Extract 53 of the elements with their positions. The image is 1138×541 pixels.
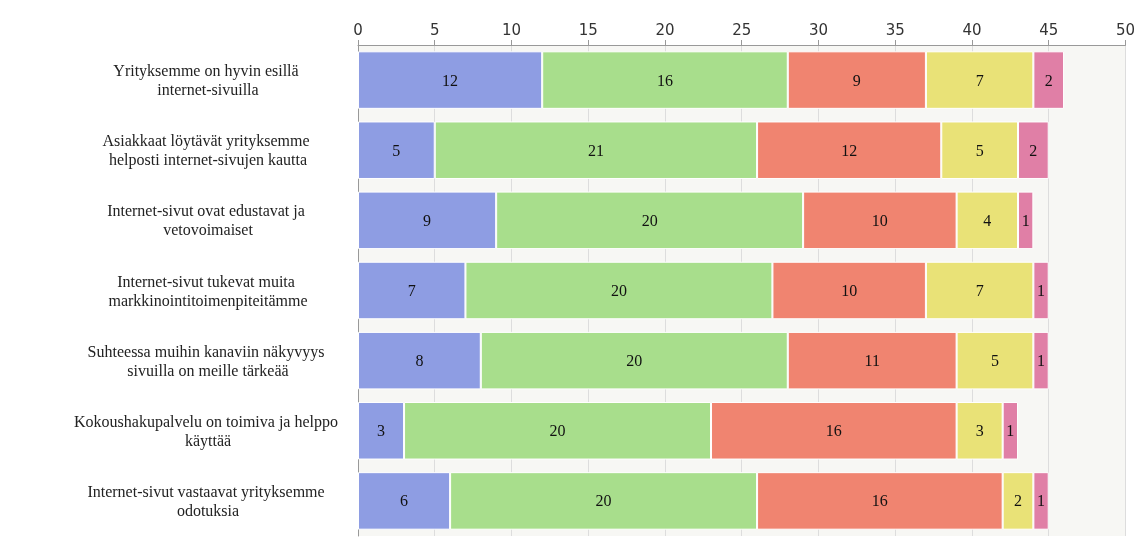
data-label: 20 bbox=[549, 422, 566, 440]
x-tick-label: 25 bbox=[732, 20, 752, 39]
data-label: 5 bbox=[975, 141, 984, 159]
data-label: 6 bbox=[400, 492, 409, 510]
data-label: 2 bbox=[1029, 141, 1038, 159]
data-label: 20 bbox=[641, 211, 658, 229]
data-label: 3 bbox=[975, 422, 984, 440]
data-label: 1 bbox=[1037, 352, 1046, 370]
y-tick-label: Asiakkaat löytävät yrityksemme helposti internet-sivujen kautta bbox=[102, 132, 314, 170]
data-label: 5 bbox=[990, 352, 999, 370]
y-tick-label: Kokoushakupalvelu on toimiva ja helppo käyttää bbox=[74, 412, 342, 450]
data-label: 20 bbox=[610, 282, 627, 299]
data-label: 7 bbox=[407, 282, 416, 299]
data-label: 2 bbox=[1014, 492, 1023, 510]
x-tick-label: 40 bbox=[962, 20, 982, 39]
data-label: 16 bbox=[825, 422, 842, 440]
x-tick-label: 5 bbox=[429, 20, 440, 39]
y-tick-label: Yrityksemme on hyvin esillä internet-sivuilla bbox=[113, 62, 303, 99]
data-label: 9 bbox=[852, 71, 861, 89]
y-tick-label: Internet-sivut vastaavat yrityksemme odotuksia bbox=[87, 482, 329, 519]
data-label: 8 bbox=[415, 352, 424, 370]
data-label: 5 bbox=[392, 141, 401, 159]
data-label: 11 bbox=[864, 352, 880, 370]
x-tick-label: 10 bbox=[501, 20, 522, 39]
data-label: 12 bbox=[442, 71, 459, 89]
x-tick-label: 15 bbox=[578, 20, 598, 39]
data-label: 20 bbox=[595, 492, 612, 510]
data-label: 10 bbox=[841, 282, 858, 299]
data-label: 1 bbox=[1021, 211, 1030, 229]
y-tick-label: Suhteessa muihin kanaviin näkyvyys sivuilla on meille tärkeää bbox=[87, 342, 329, 379]
data-label: 12 bbox=[841, 141, 858, 159]
x-tick-label: 30 bbox=[808, 20, 829, 39]
data-label: 10 bbox=[871, 211, 888, 229]
x-tick-label: 20 bbox=[655, 20, 675, 39]
data-label: 7 bbox=[975, 71, 984, 89]
data-label: 7 bbox=[975, 282, 984, 299]
data-label: 4 bbox=[983, 211, 992, 229]
x-tick-label: 45 bbox=[1039, 20, 1059, 39]
data-label: 3 bbox=[377, 422, 386, 440]
x-tick-label: 35 bbox=[885, 20, 905, 39]
data-label: 2 bbox=[1044, 71, 1053, 89]
data-label: 21 bbox=[587, 141, 604, 159]
data-label: 1 bbox=[1037, 282, 1046, 299]
y-tick-label: Internet-sivut ovat edustavat ja vetovoimaiset bbox=[107, 202, 309, 239]
data-label: 9 bbox=[423, 211, 432, 229]
x-tick-label: 50 bbox=[1115, 20, 1135, 39]
data-label: 16 bbox=[871, 492, 888, 510]
data-label: 20 bbox=[626, 352, 643, 370]
data-label: 1 bbox=[1006, 422, 1015, 440]
x-tick-label: 0 bbox=[353, 20, 363, 39]
y-tick-label: Internet-sivut tukevat muita markkinointitoimenpiteitämme bbox=[108, 272, 308, 310]
data-label: 16 bbox=[656, 71, 673, 89]
data-label: 1 bbox=[1037, 492, 1046, 510]
